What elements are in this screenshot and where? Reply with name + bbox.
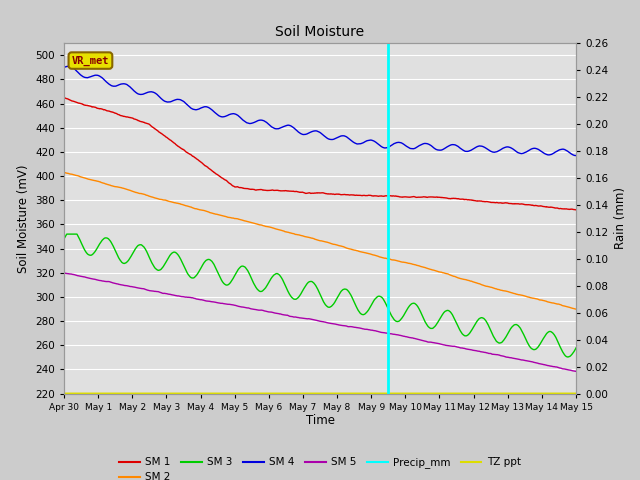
Text: VR_met: VR_met: [72, 56, 109, 66]
Legend: SM 1, SM 2, SM 3, SM 4, SM 5, Precip_mm, TZ ppt: SM 1, SM 2, SM 3, SM 4, SM 5, Precip_mm,…: [115, 453, 525, 480]
X-axis label: Time: Time: [305, 414, 335, 427]
Title: Soil Moisture: Soil Moisture: [275, 25, 365, 39]
Y-axis label: Soil Moisture (mV): Soil Moisture (mV): [17, 164, 29, 273]
Y-axis label: Rain (mm): Rain (mm): [614, 187, 627, 250]
